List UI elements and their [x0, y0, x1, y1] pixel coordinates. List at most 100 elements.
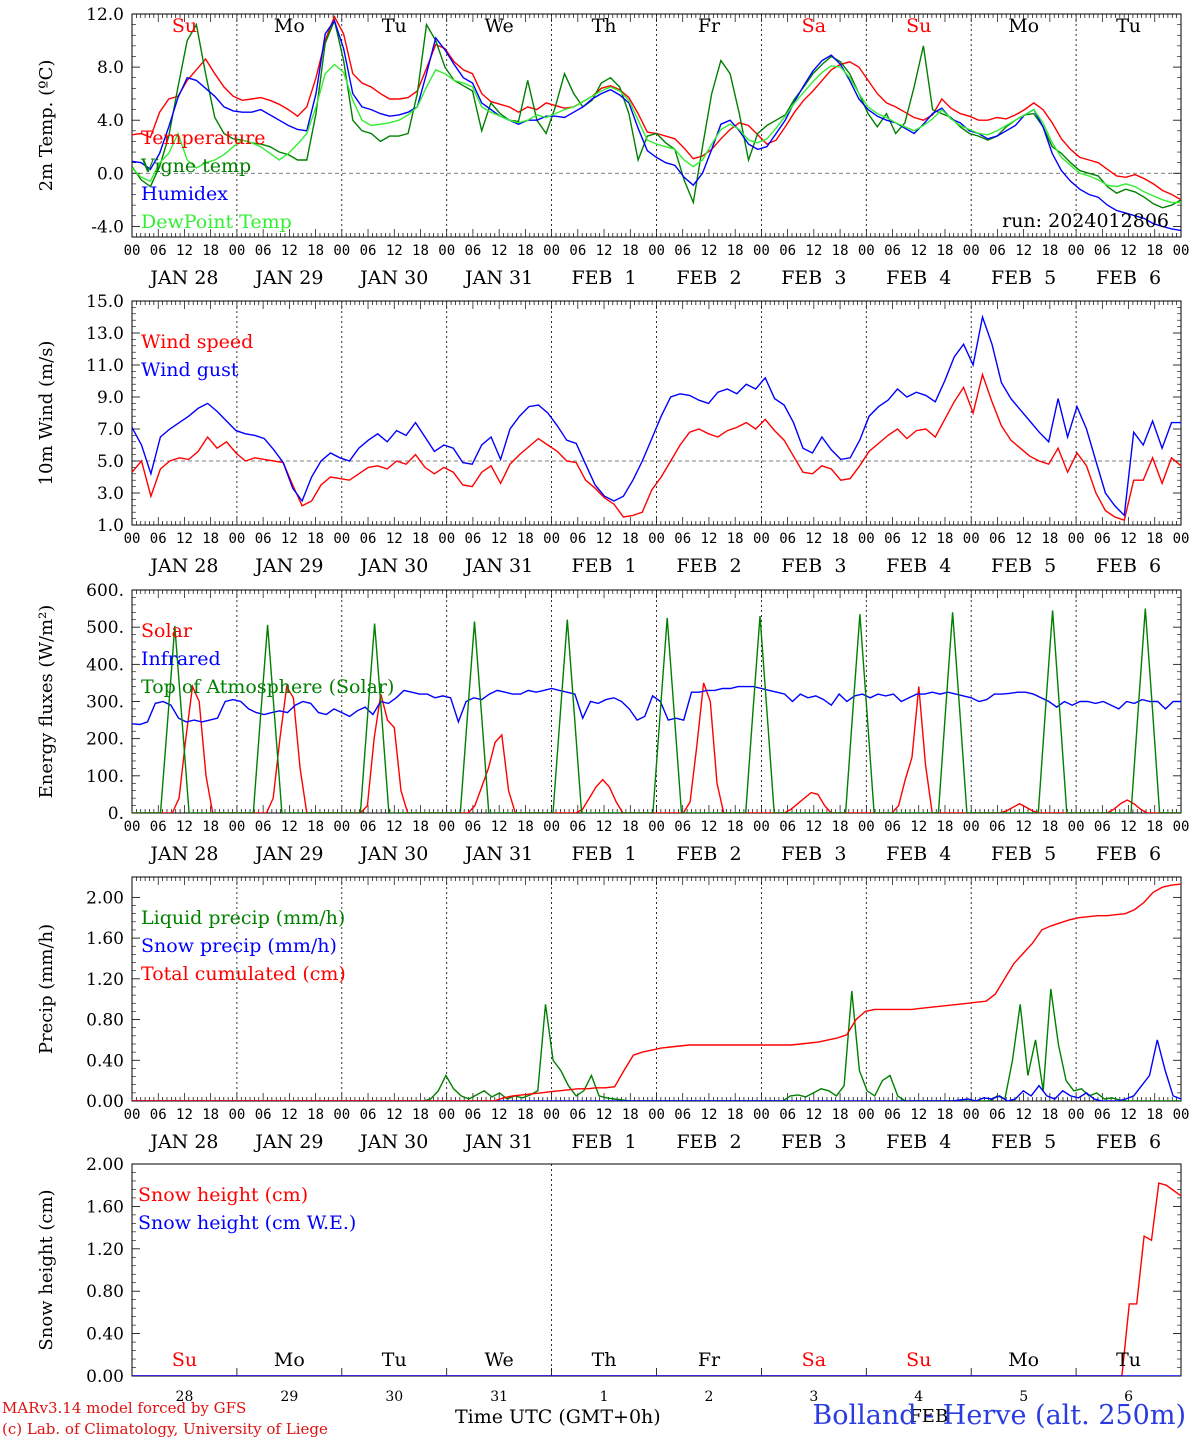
date-label: FEB 1	[571, 843, 636, 865]
hour-label: 00	[1173, 819, 1190, 835]
hour-label: 12	[1015, 531, 1032, 547]
date-label: JAN 31	[463, 1131, 533, 1153]
hour-label: 06	[779, 243, 796, 259]
y-tick-label: 15.0	[86, 292, 124, 312]
station-name: Bolland - Herve (alt. 250m)	[812, 1400, 1186, 1431]
hour-label: 00	[648, 531, 665, 547]
date-label: FEB 5	[991, 1131, 1056, 1153]
date-label: FEB 3	[781, 843, 846, 865]
y-tick-label: 0.80	[86, 1282, 124, 1302]
hour-label: 12	[596, 243, 613, 259]
hour-label: 12	[281, 1107, 298, 1123]
hour-label: 12	[491, 1107, 508, 1123]
hour-label: 12	[1120, 243, 1137, 259]
day-number-label: 2	[704, 1389, 713, 1405]
day-number-label: 5	[1019, 1389, 1028, 1405]
hour-label: 06	[255, 819, 272, 835]
hour-label: 06	[569, 1107, 586, 1123]
hour-label: 18	[622, 819, 639, 835]
hour-label: 00	[333, 531, 350, 547]
hour-label: 00	[228, 243, 245, 259]
hour-label: 06	[884, 243, 901, 259]
date-label: JAN 29	[253, 267, 323, 289]
hour-label: 18	[202, 1107, 219, 1123]
day-number-label: 6	[1124, 1389, 1133, 1405]
hour-label: 18	[832, 1107, 849, 1123]
hour-label: 06	[255, 243, 272, 259]
hour-label: 06	[464, 1107, 481, 1123]
y-tick-label: 300.	[86, 693, 124, 713]
date-label: JAN 30	[358, 267, 428, 289]
legend-entry-2: Snow precip (mm/h)	[141, 935, 337, 957]
hour-label: 12	[1120, 1107, 1137, 1123]
date-label: JAN 31	[463, 267, 533, 289]
date-label: FEB 3	[781, 555, 846, 577]
y-tick-label: 12.0	[86, 5, 124, 25]
hour-label: 06	[569, 819, 586, 835]
hour-label: 06	[150, 819, 167, 835]
weekday-label: Sa	[802, 1349, 826, 1371]
date-label: JAN 28	[148, 267, 218, 289]
hour-label: 00	[543, 531, 560, 547]
hour-label: 06	[360, 243, 377, 259]
date-label: FEB 4	[886, 1131, 951, 1153]
date-label: JAN 31	[463, 555, 533, 577]
day-number-label: 1	[600, 1389, 609, 1405]
hour-label: 18	[727, 819, 744, 835]
hour-label: 18	[937, 1107, 954, 1123]
y-tick-label: 2.00	[86, 888, 124, 908]
hour-label: 18	[622, 1107, 639, 1123]
panel-5	[131, 1163, 1182, 1377]
hour-label: 12	[910, 819, 927, 835]
hour-label: 00	[228, 531, 245, 547]
hour-label: 06	[464, 531, 481, 547]
hour-label: 00	[543, 819, 560, 835]
hour-label: 06	[779, 819, 796, 835]
y-axis-label: Snow height (cm)	[36, 1189, 57, 1350]
weekday-label: Su	[906, 1349, 931, 1371]
date-label: FEB 2	[676, 1131, 741, 1153]
hour-label: 00	[1068, 243, 1085, 259]
weekday-label: Fr	[698, 15, 721, 37]
legend-entry-3: Total cumulated (cm)	[141, 963, 346, 985]
series-line-2	[132, 1039, 1181, 1101]
hour-label: 18	[412, 819, 429, 835]
hour-label: 12	[805, 819, 822, 835]
y-tick-label: 500.	[86, 618, 124, 638]
hour-label: 00	[1068, 819, 1085, 835]
hour-label: 00	[438, 1107, 455, 1123]
hour-label: 00	[1068, 1107, 1085, 1123]
hour-label: 12	[910, 1107, 927, 1123]
x-axis-title: Time UTC (GMT+0h)	[455, 1406, 661, 1428]
hour-label: 12	[491, 819, 508, 835]
y-tick-label: 1.20	[86, 970, 124, 990]
legend-entry-1: Wind speed	[141, 331, 253, 353]
hour-label: 00	[438, 243, 455, 259]
date-label: JAN 28	[148, 843, 218, 865]
hour-label: 00	[648, 1107, 665, 1123]
hour-label: 18	[517, 243, 534, 259]
hour-label: 18	[307, 243, 324, 259]
day-number-label: 28	[176, 1389, 194, 1405]
series-line-3	[132, 883, 1181, 1101]
hour-label: 06	[674, 819, 691, 835]
hour-label: 00	[124, 819, 141, 835]
hour-label: 18	[1146, 1107, 1163, 1123]
hour-label: 18	[517, 819, 534, 835]
hour-label: 00	[1068, 531, 1085, 547]
hour-label: 06	[674, 243, 691, 259]
legend-entry-1: Temperature	[141, 127, 265, 149]
hour-label: 06	[989, 1107, 1006, 1123]
y-tick-label: 4.0	[97, 111, 124, 131]
hour-label: 06	[1094, 819, 1111, 835]
hour-label: 00	[543, 1107, 560, 1123]
hour-label: 12	[386, 531, 403, 547]
y-axis-label: 10m Wind (m/s)	[36, 341, 57, 486]
hour-label: 12	[176, 243, 193, 259]
hour-label: 12	[805, 531, 822, 547]
date-label: FEB 6	[1096, 267, 1161, 289]
series-line-1	[132, 682, 1181, 813]
hour-label: 00	[228, 1107, 245, 1123]
date-label: JAN 30	[358, 1131, 428, 1153]
hour-label: 06	[569, 243, 586, 259]
